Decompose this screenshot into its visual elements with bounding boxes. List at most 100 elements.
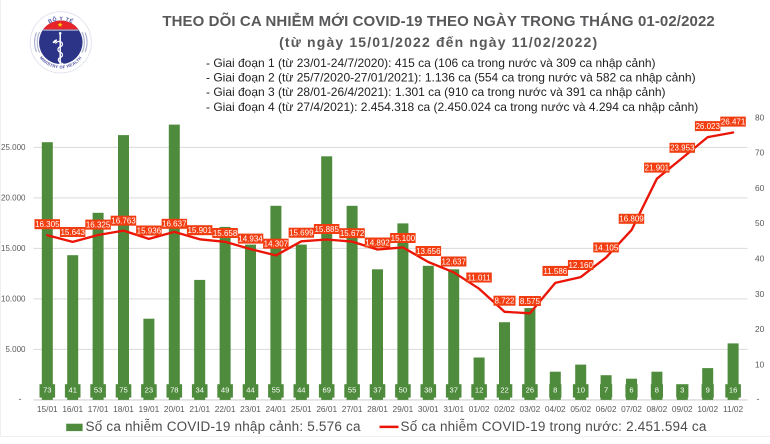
svg-text:30: 30 — [755, 289, 765, 299]
svg-text:23/01: 23/01 — [240, 404, 261, 414]
svg-text:21/01: 21/01 — [189, 404, 210, 414]
svg-text:16/01: 16/01 — [62, 404, 83, 414]
svg-text:3: 3 — [680, 386, 684, 395]
svg-text:49: 49 — [221, 386, 229, 395]
svg-text:75: 75 — [119, 386, 127, 395]
svg-text:78: 78 — [170, 386, 178, 395]
svg-text:20: 20 — [755, 324, 765, 334]
svg-text:10: 10 — [576, 386, 584, 395]
svg-text:16.325: 16.325 — [86, 221, 111, 230]
svg-text:24/01: 24/01 — [266, 404, 287, 414]
svg-text:14.934: 14.934 — [238, 235, 263, 244]
svg-text:44: 44 — [246, 386, 254, 395]
svg-text:26.023: 26.023 — [695, 122, 720, 131]
svg-text:10/02: 10/02 — [697, 404, 718, 414]
svg-text:37: 37 — [373, 386, 381, 395]
svg-text:53: 53 — [94, 386, 102, 395]
svg-text:12.160: 12.160 — [568, 261, 593, 270]
svg-text:08/02: 08/02 — [647, 404, 668, 414]
svg-text:Số ca nhiễm COVID-19 trong nướ: Số ca nhiễm COVID-19 trong nước: 2.451.5… — [401, 419, 707, 434]
svg-text:18/01: 18/01 — [113, 404, 134, 414]
svg-text:-: - — [757, 394, 760, 404]
svg-text:04/02: 04/02 — [545, 404, 566, 414]
svg-text:44: 44 — [297, 386, 305, 395]
svg-text:25/01: 25/01 — [291, 404, 312, 414]
svg-text:16.305: 16.305 — [35, 220, 60, 229]
svg-text:25.000: 25.000 — [1, 143, 26, 152]
svg-text:15.658: 15.658 — [213, 229, 238, 238]
svg-text:- Giai đoạn 4 (từ 27/4/2021):: - Giai đoạn 4 (từ 27/4/2021): 2.454.318 … — [206, 100, 698, 114]
svg-text:15.672: 15.672 — [340, 229, 365, 238]
svg-text:29/01: 29/01 — [393, 404, 414, 414]
svg-text:- Giai đoạn 2 (từ 25/7/2020-27: - Giai đoạn 2 (từ 25/7/2020-27/01/2021):… — [206, 71, 696, 85]
svg-text:09/02: 09/02 — [672, 404, 693, 414]
svg-text:15.699: 15.699 — [289, 229, 314, 238]
svg-text:-: - — [19, 394, 22, 404]
svg-text:(từ ngày 15/01/2022 đến ngày 1: (từ ngày 15/01/2022 đến ngày 11/02/2022) — [279, 34, 598, 50]
svg-text:5.000: 5.000 — [5, 345, 26, 354]
svg-text:06/02: 06/02 — [596, 404, 617, 414]
svg-text:50: 50 — [755, 218, 765, 228]
svg-text:34: 34 — [195, 386, 203, 395]
svg-text:9: 9 — [706, 386, 710, 395]
svg-text:BỘ Y TẾ: BỘ Y TẾ — [47, 15, 74, 26]
svg-text:7: 7 — [604, 386, 608, 395]
svg-text:15.885: 15.885 — [314, 225, 339, 234]
svg-text:22/01: 22/01 — [215, 404, 236, 414]
svg-text:11/02: 11/02 — [723, 404, 744, 414]
svg-text:26.471: 26.471 — [721, 118, 746, 127]
svg-text:80: 80 — [755, 112, 765, 122]
svg-text:- Giai đoạn 1 (từ 23/01-24/7/2: - Giai đoạn 1 (từ 23/01-24/7/2020): 415 … — [206, 56, 656, 70]
svg-text:50: 50 — [399, 386, 407, 395]
svg-text:07/02: 07/02 — [621, 404, 642, 414]
svg-text:37: 37 — [449, 386, 457, 395]
svg-text:17/01: 17/01 — [88, 404, 109, 414]
svg-text:12: 12 — [475, 386, 483, 395]
svg-text:16.809: 16.809 — [619, 215, 644, 224]
svg-text:14.105: 14.105 — [594, 243, 619, 252]
svg-text:THEO DÕI CA NHIỄM MỚI COVID-19: THEO DÕI CA NHIỄM MỚI COVID-19 THEO NGÀY… — [162, 12, 715, 30]
svg-text:20/01: 20/01 — [164, 404, 185, 414]
svg-text:26/01: 26/01 — [316, 404, 337, 414]
svg-text:19/01: 19/01 — [139, 404, 160, 414]
svg-text:55: 55 — [348, 386, 356, 395]
svg-text:13.656: 13.656 — [416, 247, 441, 256]
svg-text:14.307: 14.307 — [264, 240, 289, 249]
svg-text:Số ca nhiễm COVID-19 nhập cảnh: Số ca nhiễm COVID-19 nhập cảnh: 5.576 ca — [86, 419, 361, 434]
svg-text:12.637: 12.637 — [441, 257, 466, 266]
svg-text:60: 60 — [755, 183, 765, 193]
svg-text:05/02: 05/02 — [570, 404, 591, 414]
svg-text:23.953: 23.953 — [670, 144, 695, 153]
svg-text:03/02: 03/02 — [520, 404, 541, 414]
svg-text:31/01: 31/01 — [443, 404, 464, 414]
svg-text:55: 55 — [272, 386, 280, 395]
svg-text:21.901: 21.901 — [645, 164, 670, 173]
svg-text:10: 10 — [755, 359, 765, 369]
svg-text:28/01: 28/01 — [367, 404, 388, 414]
svg-text:6: 6 — [629, 386, 633, 395]
svg-text:01/02: 01/02 — [469, 404, 490, 414]
svg-text:- Giai đoạn 3 (từ 28/01-26/4/2: - Giai đoạn 3 (từ 28/01-26/4/2021): 1.30… — [206, 85, 666, 99]
svg-text:41: 41 — [68, 386, 76, 395]
svg-text:16.637: 16.637 — [162, 220, 187, 229]
svg-text:73: 73 — [43, 386, 51, 395]
svg-text:16: 16 — [729, 386, 737, 395]
svg-text:15/01: 15/01 — [37, 404, 58, 414]
svg-text:8.722: 8.722 — [494, 297, 515, 306]
svg-text:70: 70 — [755, 148, 765, 158]
svg-text:11.586: 11.586 — [543, 267, 567, 276]
svg-text:02/02: 02/02 — [494, 404, 515, 414]
svg-text:15.936: 15.936 — [137, 226, 162, 235]
svg-text:8: 8 — [655, 386, 659, 395]
svg-text:20.000: 20.000 — [1, 194, 26, 203]
svg-text:8: 8 — [553, 386, 557, 395]
svg-text:30/01: 30/01 — [418, 404, 439, 414]
svg-text:15.643: 15.643 — [60, 228, 85, 237]
svg-text:15.100: 15.100 — [391, 234, 416, 243]
svg-text:40: 40 — [755, 254, 765, 264]
svg-text:23: 23 — [145, 386, 153, 395]
svg-text:26: 26 — [526, 386, 534, 395]
svg-text:22: 22 — [500, 386, 508, 395]
svg-text:15.000: 15.000 — [1, 244, 26, 253]
svg-text:11.011: 11.011 — [467, 273, 491, 282]
